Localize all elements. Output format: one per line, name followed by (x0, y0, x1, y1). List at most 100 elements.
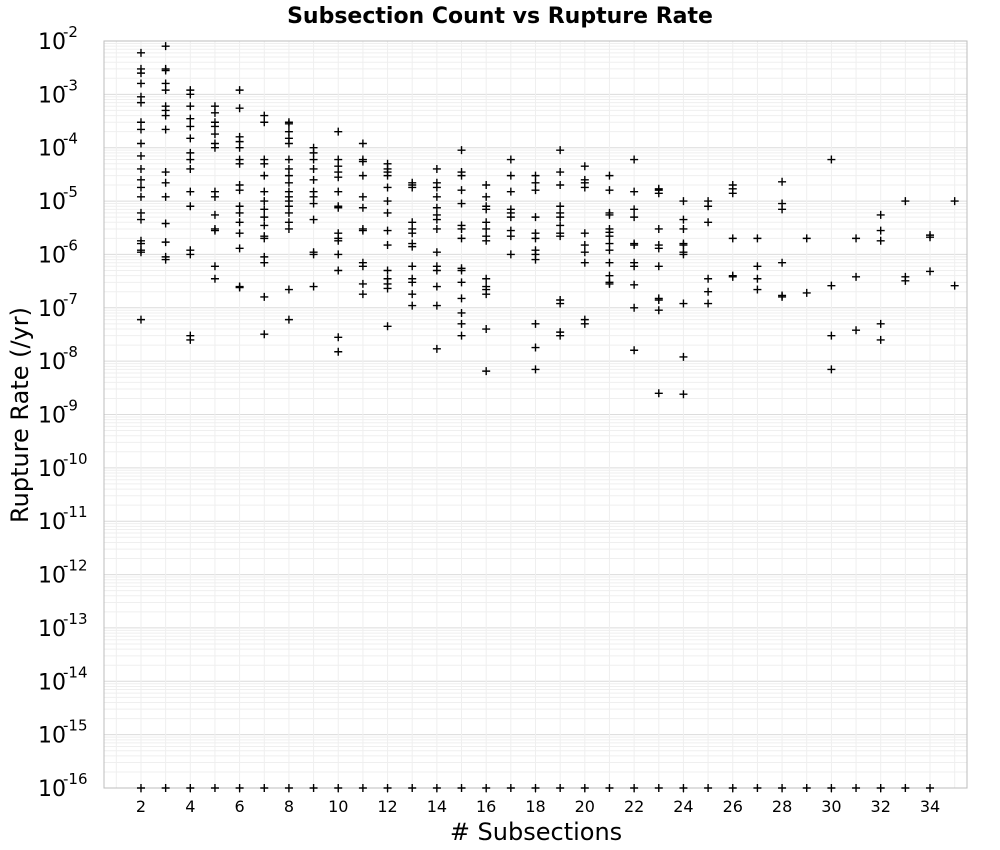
data-point (334, 784, 343, 792)
data-point (260, 292, 269, 301)
data-point (580, 229, 589, 238)
y-tick-label: 10-14 (38, 663, 88, 695)
data-point (827, 365, 836, 374)
data-point (235, 218, 244, 227)
data-point (531, 213, 540, 222)
data-point (506, 213, 515, 222)
data-point (556, 146, 565, 155)
data-point (136, 69, 145, 78)
data-point (260, 171, 269, 180)
data-point (605, 210, 614, 219)
data-point (753, 274, 762, 283)
data-point (457, 278, 466, 287)
data-point (630, 303, 639, 312)
data-point (778, 784, 787, 792)
y-tick-label: 10-10 (38, 450, 88, 482)
data-point (457, 266, 466, 275)
data-point (210, 784, 219, 792)
data-point (482, 784, 491, 792)
y-tick-label: 10-15 (38, 717, 88, 749)
data-point (704, 218, 713, 227)
data-point (408, 183, 417, 192)
data-point (260, 205, 269, 214)
chart-title: Subsection Count vs Rupture Rate (287, 4, 713, 29)
data-point (432, 266, 441, 275)
data-point (630, 280, 639, 289)
data-point (654, 244, 663, 253)
data-point (482, 367, 491, 376)
data-point (383, 266, 392, 275)
x-tick-label: 22 (624, 797, 644, 816)
data-point (136, 784, 145, 792)
data-point (457, 308, 466, 317)
data-point (901, 784, 910, 792)
x-tick-label: 6 (235, 797, 245, 816)
data-point (876, 210, 885, 219)
data-points (136, 42, 959, 792)
data-point (482, 325, 491, 334)
data-point (161, 42, 170, 51)
data-point (186, 90, 195, 99)
data-point (605, 784, 614, 792)
data-point (136, 183, 145, 192)
data-point (654, 189, 663, 198)
data-point (679, 299, 688, 308)
data-point (334, 127, 343, 136)
data-point (408, 229, 417, 238)
data-point (827, 331, 836, 340)
x-tick-label: 26 (723, 797, 743, 816)
y-tick-base: 10 (38, 670, 66, 695)
data-point (383, 226, 392, 235)
data-point (531, 171, 540, 180)
y-tick-base: 10 (38, 724, 66, 749)
data-point (334, 236, 343, 245)
data-point (432, 784, 441, 792)
y-tick-label: 10-16 (38, 770, 88, 802)
data-point (580, 319, 589, 328)
data-point (753, 262, 762, 271)
data-point (852, 784, 861, 792)
data-point (334, 187, 343, 196)
data-point (136, 48, 145, 57)
data-point (284, 218, 293, 227)
data-point (506, 250, 515, 259)
data-point (679, 784, 688, 792)
y-tick-exponent: -2 (63, 23, 78, 41)
data-point (753, 285, 762, 294)
data-point (260, 118, 269, 127)
data-point (186, 202, 195, 211)
x-tick-label: 8 (284, 797, 294, 816)
data-point (186, 114, 195, 123)
data-point (654, 224, 663, 233)
data-point (926, 784, 935, 792)
data-point (482, 274, 491, 283)
x-tick-label: 10 (328, 797, 348, 816)
data-point (186, 335, 195, 344)
y-tick-base: 10 (38, 297, 66, 322)
data-point (309, 175, 318, 184)
data-point (260, 221, 269, 230)
data-point (235, 229, 244, 238)
data-point (531, 186, 540, 195)
y-tick-exponent: -15 (63, 717, 88, 735)
data-point (235, 244, 244, 253)
data-point (531, 255, 540, 264)
data-point (408, 242, 417, 251)
x-tick-label: 2 (136, 797, 146, 816)
data-point (260, 187, 269, 196)
x-tick-label: 4 (185, 797, 195, 816)
y-tick-exponent: -11 (63, 503, 88, 521)
data-point (334, 333, 343, 342)
data-point (580, 183, 589, 192)
data-point (383, 284, 392, 293)
data-point (136, 98, 145, 107)
data-point (482, 181, 491, 190)
data-point (950, 281, 959, 290)
data-point (161, 255, 170, 264)
data-point (630, 346, 639, 355)
data-point (309, 215, 318, 224)
data-point (260, 197, 269, 206)
data-point (432, 224, 441, 233)
y-tick-exponent: -8 (63, 343, 78, 361)
data-point (580, 258, 589, 267)
